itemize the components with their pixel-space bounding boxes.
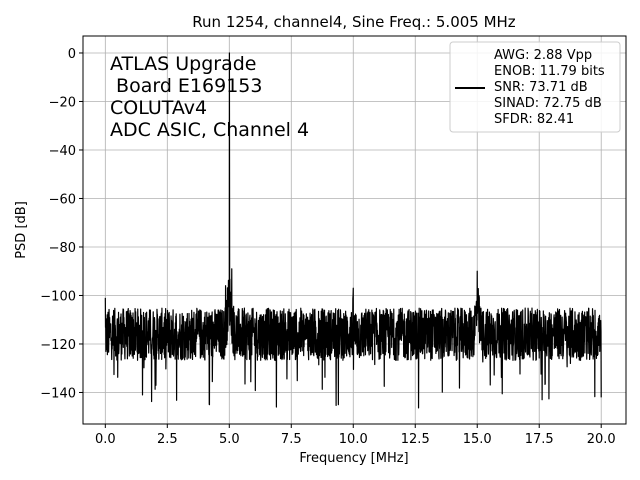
y-ticks: 0 −20 −40 −60 −80 −100 −120 −140	[40, 47, 83, 401]
x-tick-label: 5.0	[219, 432, 240, 447]
y-tick-label: −60	[49, 192, 76, 207]
y-tick-label: −20	[49, 95, 76, 110]
annotation-line-1: ATLAS Upgrade	[110, 53, 256, 75]
legend-box	[449, 41, 621, 133]
y-tick-label: −80	[49, 241, 76, 256]
legend-enob: ENOB: 11.79 bits	[494, 64, 605, 79]
x-tick-label: 15.0	[463, 432, 492, 447]
grid-lines	[83, 36, 626, 424]
plot-frame	[82, 35, 627, 425]
x-tick-label: 17.5	[525, 432, 554, 447]
y-tick-label: −100	[40, 289, 76, 304]
y-tick-label: −140	[40, 386, 76, 401]
x-axis-label: Frequency [MHz]	[299, 451, 408, 466]
legend-sinad: SINAD: 72.75 dB	[494, 96, 602, 111]
x-tick-label: 2.5	[157, 432, 178, 447]
psd-series-line	[104, 52, 602, 409]
y-tick-label: 0	[68, 47, 76, 62]
annotation-line-4: ADC ASIC, Channel 4	[110, 119, 309, 141]
legend-awg: AWG: 2.88 Vpp	[494, 48, 592, 63]
x-tick-label: 20.0	[587, 432, 616, 447]
annotation-line-3: COLUTAv4	[110, 97, 207, 119]
psd-trace-group	[104, 52, 602, 409]
chart-title: Run 1254, channel4, Sine Freq.: 5.005 MH…	[192, 13, 516, 31]
x-tick-label: 7.5	[281, 432, 302, 447]
x-ticks: 0.0 2.5 5.0 7.5 10.0 12.5 15.0 17.5 20.0	[95, 424, 616, 447]
y-tick-label: −40	[49, 144, 76, 159]
legend: AWG: 2.88 Vpp ENOB: 11.79 bits SNR: 73.7…	[449, 41, 621, 133]
legend-sfdr: SFDR: 82.41	[494, 112, 574, 127]
x-tick-label: 10.0	[339, 432, 368, 447]
y-tick-label: −120	[40, 338, 76, 353]
x-tick-label: 12.5	[401, 432, 430, 447]
board-annotation: ATLAS Upgrade Board E169153 COLUTAv4 ADC…	[110, 53, 309, 141]
legend-snr: SNR: 73.71 dB	[494, 80, 588, 95]
annotation-line-2: Board E169153	[110, 75, 262, 97]
x-tick-label: 0.0	[95, 432, 116, 447]
y-axis-label: PSD [dB]	[14, 201, 29, 259]
